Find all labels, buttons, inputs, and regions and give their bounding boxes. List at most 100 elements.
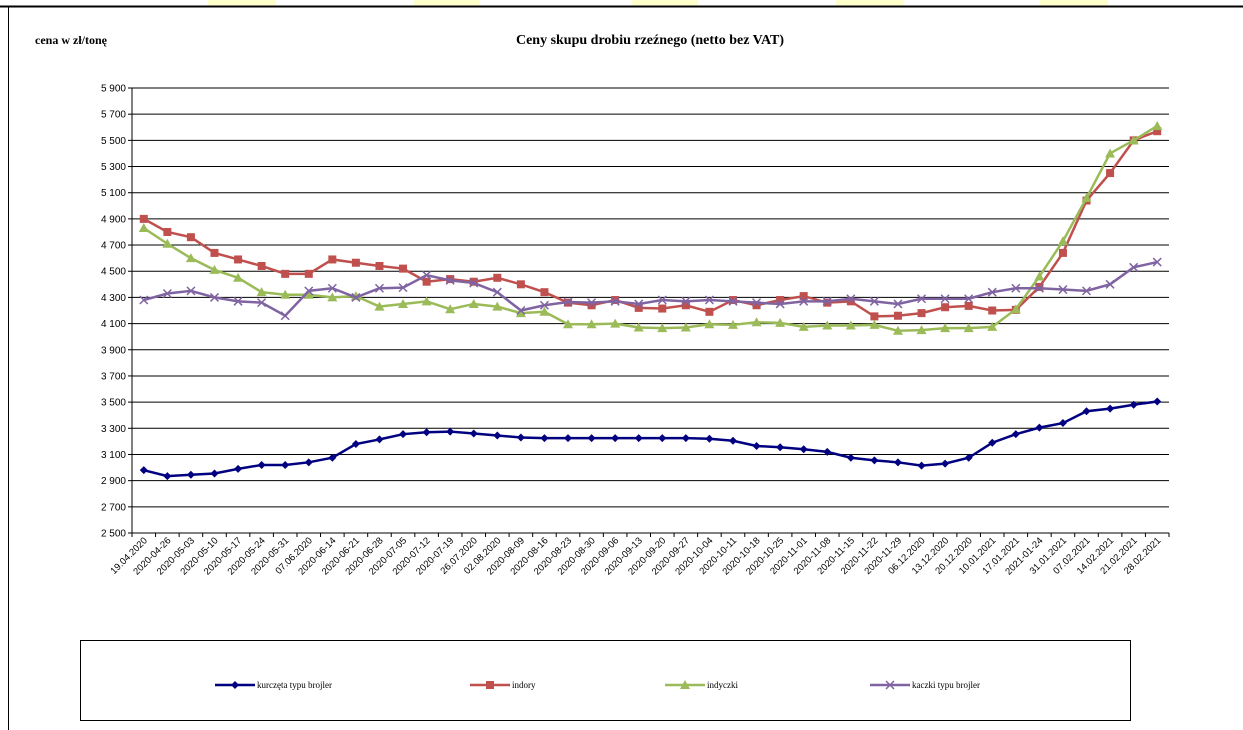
data-point bbox=[727, 319, 738, 329]
data-point bbox=[776, 296, 785, 305]
data-point bbox=[657, 295, 667, 305]
data-point bbox=[540, 434, 549, 443]
data-point bbox=[988, 438, 997, 447]
legend-label: indyczki bbox=[707, 680, 738, 690]
data-point bbox=[752, 441, 761, 450]
data-point bbox=[916, 325, 927, 335]
data-point bbox=[870, 456, 879, 465]
y-tick-label: 3 700 bbox=[101, 371, 126, 382]
data-point bbox=[163, 227, 172, 236]
y-tick-label: 4 700 bbox=[101, 241, 126, 252]
y-axis-label: cena w zł/tonę bbox=[35, 33, 108, 47]
data-point bbox=[680, 322, 691, 332]
data-point bbox=[1105, 279, 1115, 289]
data-point bbox=[564, 434, 573, 443]
data-point bbox=[917, 309, 926, 318]
data-point bbox=[1153, 397, 1162, 406]
data-point bbox=[351, 258, 360, 267]
data-point bbox=[328, 255, 337, 264]
y-tick-label: 5 300 bbox=[101, 162, 126, 173]
data-point bbox=[1081, 286, 1092, 296]
data-point bbox=[281, 269, 290, 278]
data-point bbox=[611, 296, 620, 305]
y-tick-label: 2 700 bbox=[101, 502, 126, 513]
data-point bbox=[469, 277, 478, 286]
legend-box bbox=[80, 640, 1131, 721]
data-point bbox=[1081, 192, 1092, 202]
data-point bbox=[234, 464, 243, 473]
data-point bbox=[610, 296, 620, 306]
data-point bbox=[399, 264, 408, 273]
legend-label: kurczęta typu brojler bbox=[257, 680, 332, 690]
y-tick-label: 3 100 bbox=[101, 450, 126, 461]
data-point bbox=[1129, 262, 1139, 272]
data-point bbox=[468, 298, 479, 308]
data-point bbox=[328, 453, 337, 462]
data-point bbox=[563, 319, 574, 329]
data-point bbox=[162, 288, 172, 299]
data-point bbox=[492, 287, 502, 297]
data-point bbox=[209, 264, 220, 274]
data-point bbox=[823, 298, 832, 307]
data-point bbox=[822, 296, 832, 306]
data-point bbox=[987, 321, 998, 331]
data-point bbox=[657, 323, 668, 333]
y-tick-label: 4 300 bbox=[101, 293, 126, 304]
data-point bbox=[398, 298, 409, 308]
y-tick-label: 2 500 bbox=[101, 529, 126, 540]
data-point bbox=[941, 459, 950, 468]
data-point bbox=[1011, 283, 1021, 293]
data-point bbox=[421, 296, 432, 306]
data-point bbox=[234, 255, 243, 264]
y-tick-label: 4 900 bbox=[101, 214, 126, 225]
data-point bbox=[1129, 400, 1138, 409]
data-point bbox=[940, 323, 951, 333]
legend-label: indory bbox=[512, 680, 536, 690]
data-point bbox=[964, 301, 973, 310]
data-point bbox=[515, 308, 526, 318]
data-point bbox=[304, 458, 313, 467]
data-point bbox=[281, 460, 290, 469]
data-point bbox=[752, 301, 761, 310]
data-point bbox=[823, 447, 832, 456]
data-point bbox=[751, 317, 762, 327]
data-point bbox=[257, 262, 266, 270]
data-point bbox=[681, 434, 690, 443]
data-point bbox=[799, 445, 808, 454]
data-point bbox=[327, 283, 337, 293]
data-point bbox=[846, 294, 856, 304]
data-point bbox=[233, 272, 244, 282]
data-point bbox=[705, 434, 714, 443]
data-point bbox=[139, 466, 148, 475]
data-point bbox=[917, 461, 926, 470]
data-point bbox=[375, 262, 384, 270]
data-point bbox=[185, 253, 196, 263]
data-point bbox=[869, 319, 880, 329]
data-point bbox=[728, 296, 738, 306]
data-point bbox=[445, 275, 455, 285]
data-point bbox=[988, 306, 997, 315]
data-point bbox=[210, 469, 219, 478]
data-point bbox=[186, 286, 196, 296]
data-point bbox=[775, 317, 786, 327]
data-point bbox=[728, 436, 737, 445]
data-point bbox=[1035, 282, 1044, 291]
data-point bbox=[186, 233, 195, 242]
y-tick-label: 2 900 bbox=[101, 476, 126, 487]
data-point bbox=[1153, 127, 1162, 136]
data-point bbox=[941, 303, 950, 312]
data-point bbox=[705, 307, 714, 316]
data-point bbox=[351, 292, 361, 302]
series-line bbox=[143, 124, 1158, 333]
data-point bbox=[162, 238, 173, 248]
y-tick-label: 4 100 bbox=[101, 319, 126, 330]
data-point bbox=[658, 304, 667, 313]
data-point bbox=[845, 320, 856, 330]
data-point bbox=[1128, 135, 1139, 145]
data-point bbox=[1010, 304, 1021, 314]
data-point bbox=[469, 429, 478, 438]
y-tick-label: 5 700 bbox=[101, 110, 126, 121]
legend-marker bbox=[885, 680, 895, 690]
data-point bbox=[892, 325, 903, 335]
